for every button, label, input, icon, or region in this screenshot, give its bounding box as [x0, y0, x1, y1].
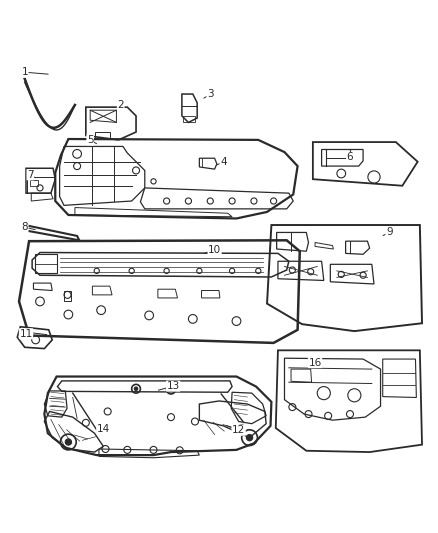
- Text: 6: 6: [346, 152, 353, 163]
- Circle shape: [169, 388, 173, 391]
- Text: 2: 2: [117, 100, 124, 110]
- Text: 3: 3: [207, 89, 214, 99]
- Text: 7: 7: [27, 170, 34, 180]
- Text: 12: 12: [232, 425, 245, 435]
- Text: 1: 1: [21, 67, 28, 77]
- Text: 4: 4: [220, 157, 227, 167]
- Circle shape: [134, 387, 138, 391]
- Text: 9: 9: [386, 228, 392, 237]
- Text: 16: 16: [308, 358, 321, 368]
- Text: 8: 8: [21, 222, 28, 232]
- Text: 10: 10: [208, 245, 221, 255]
- Text: 13: 13: [166, 381, 180, 391]
- Circle shape: [65, 439, 71, 445]
- Text: 11: 11: [19, 329, 33, 339]
- Text: 14: 14: [97, 424, 110, 434]
- Circle shape: [247, 434, 253, 441]
- Text: 5: 5: [87, 135, 93, 145]
